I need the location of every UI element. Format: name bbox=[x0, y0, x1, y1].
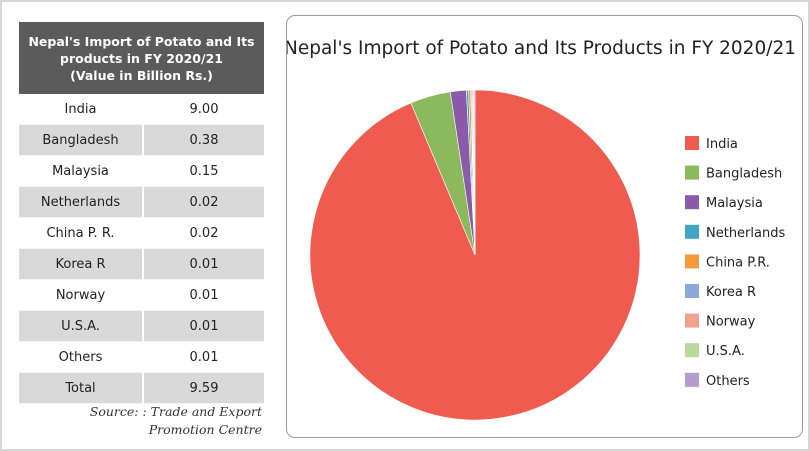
legend-swatch bbox=[685, 372, 699, 387]
legend-label: Norway bbox=[706, 315, 756, 330]
country-cell: Total bbox=[19, 372, 144, 404]
table-row: Total 9.59 bbox=[19, 372, 264, 404]
data-table: Nepal's Import of Potato and Its product… bbox=[19, 22, 264, 404]
legend-label: U.S.A. bbox=[706, 344, 745, 359]
country-cell: Malaysia bbox=[19, 155, 144, 187]
legend-swatch bbox=[685, 224, 699, 239]
legend-swatch bbox=[685, 343, 699, 358]
table-title-text: Nepal's Import of Potato and Its product… bbox=[28, 33, 255, 66]
value-cell: 0.02 bbox=[143, 217, 264, 249]
country-cell: Netherlands bbox=[19, 186, 144, 218]
legend-swatch bbox=[685, 254, 699, 269]
table-header: Nepal's Import of Potato and Its product… bbox=[19, 22, 264, 94]
table-row: Bangladesh 0.38 bbox=[19, 124, 264, 156]
legend-label: Bangladesh bbox=[706, 167, 782, 182]
legend-label: Korea R bbox=[706, 285, 756, 300]
table-row: Norway 0.01 bbox=[19, 279, 264, 311]
table-row: Netherlands 0.02 bbox=[19, 186, 264, 218]
chart-title: Nepal's Import of Potato and Its Product… bbox=[287, 38, 796, 59]
value-cell: 9.59 bbox=[143, 372, 264, 404]
table-body: India 9.00 Bangladesh 0.38 Malaysia 0.15 Nethe… bbox=[19, 94, 264, 404]
legend-swatch bbox=[685, 313, 699, 328]
source-note: Source: : Trade and Export Promotion Cen… bbox=[89, 404, 262, 437]
country-cell: Korea R bbox=[19, 248, 144, 280]
pie-slice bbox=[473, 89, 476, 256]
value-cell: 0.01 bbox=[143, 248, 264, 280]
legend-swatch bbox=[685, 136, 699, 150]
legend-label: Malaysia bbox=[706, 196, 763, 211]
value-cell: 0.01 bbox=[143, 341, 264, 373]
chart-panel: Nepal's Import of Potato and Its Product… bbox=[284, 15, 803, 438]
country-cell: U.S.A. bbox=[19, 310, 144, 342]
legend-swatch bbox=[685, 195, 699, 210]
legend-label: India bbox=[706, 137, 738, 152]
legend-swatch bbox=[685, 165, 699, 180]
table-title: Nepal's Import of Potato and Its product… bbox=[19, 22, 264, 94]
legend-swatch bbox=[685, 284, 699, 298]
value-cell: 0.01 bbox=[143, 279, 264, 311]
value-cell: 0.38 bbox=[143, 124, 264, 156]
table-unit: (Value in Billion Rs.) bbox=[70, 67, 213, 83]
country-cell: Bangladesh bbox=[19, 124, 144, 156]
table-row: Korea R 0.01 bbox=[19, 248, 264, 280]
value-cell: 9.00 bbox=[143, 94, 264, 125]
country-cell: Others bbox=[19, 341, 144, 373]
table-row: India 9.00 bbox=[19, 94, 264, 125]
table-row: U.S.A. 0.01 bbox=[19, 310, 264, 342]
table-row: Others 0.01 bbox=[19, 341, 264, 373]
value-cell: 0.01 bbox=[143, 310, 264, 342]
legend-label: China P.R. bbox=[706, 255, 770, 270]
legend-label: Netherlands bbox=[706, 226, 785, 241]
legend-label: Others bbox=[706, 374, 750, 389]
value-cell: 0.02 bbox=[143, 186, 264, 218]
country-cell: China P. R. bbox=[19, 217, 144, 249]
pie-slice bbox=[309, 89, 641, 421]
country-cell: India bbox=[19, 94, 144, 125]
country-cell: Norway bbox=[19, 279, 144, 311]
table-row: China P. R. 0.02 bbox=[19, 217, 264, 249]
value-cell: 0.15 bbox=[143, 155, 264, 187]
table-row: Malaysia 0.15 bbox=[19, 155, 264, 187]
chart: Nepal's Import of Potato and Its Product… bbox=[284, 38, 796, 421]
